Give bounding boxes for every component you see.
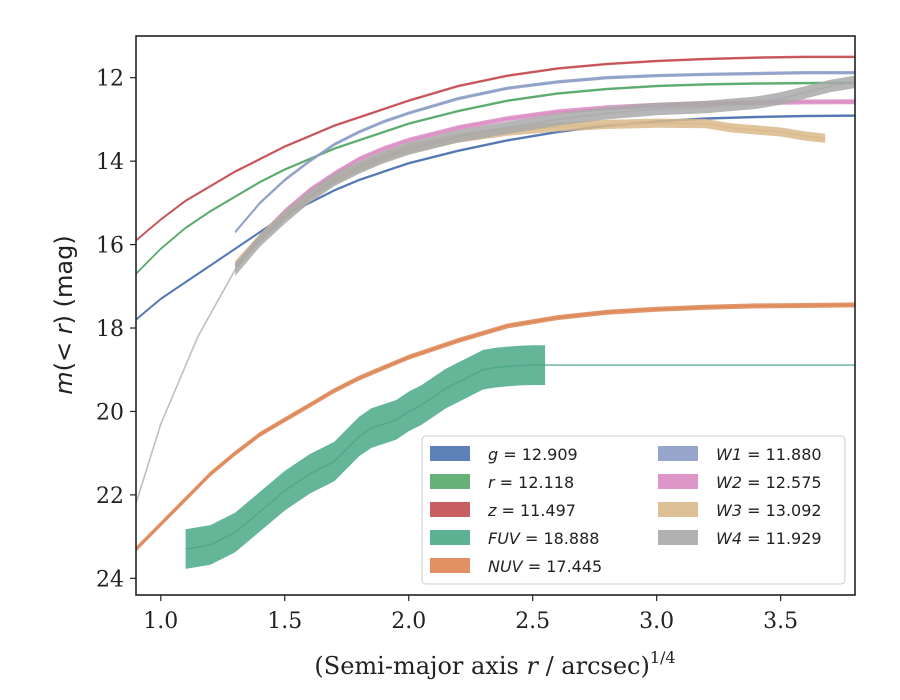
- legend-item-g: g = 12.909: [430, 445, 578, 464]
- legend-label: W2 = 12.575: [716, 473, 822, 492]
- y-tick-label: 14: [96, 150, 124, 175]
- legend-label: W4 = 11.929: [716, 529, 822, 548]
- legend-item-z: z = 11.497: [430, 501, 576, 520]
- legend-swatch: [430, 558, 470, 573]
- series-fuv-band: [185, 345, 546, 569]
- legend-swatch: [658, 530, 698, 545]
- plot-frame: [135, 35, 856, 596]
- y-tick-label: 12: [96, 67, 124, 92]
- legend-swatch: [430, 446, 470, 461]
- y-tick-label: 22: [96, 484, 124, 509]
- legend-item-w3: W3 = 13.092: [658, 501, 822, 520]
- series-r: [136, 81, 855, 275]
- y-axis-label: m(< r) (mag): [50, 235, 78, 394]
- legend-item-r: r = 12.118: [430, 473, 574, 492]
- legend-swatch: [430, 474, 470, 489]
- legend-label: NUV = 17.445: [488, 557, 602, 576]
- legend-item-w1: W1 = 11.880: [658, 445, 822, 464]
- series-r-line: [136, 81, 855, 275]
- series-w4-line: [136, 81, 855, 504]
- series-w1: [234, 71, 855, 234]
- legend-swatch: [658, 446, 698, 461]
- legend-item-w2: W2 = 12.575: [658, 473, 822, 492]
- legend-item-nuv: NUV = 17.445: [430, 557, 602, 576]
- series-z-line: [136, 56, 855, 242]
- legend-item-w4: W4 = 11.929: [658, 529, 822, 548]
- legend-box: [421, 435, 846, 585]
- y-tick-label: 20: [96, 400, 124, 425]
- series-w1-line: [234, 71, 855, 233]
- y-tick-label: 24: [96, 567, 124, 592]
- legend: g = 12.909 r = 12.118 z = 11.497 FUV = 18.8…: [421, 435, 846, 585]
- x-tick-label: 3.0: [639, 609, 674, 634]
- y-tick-label: 16: [96, 234, 124, 259]
- legend-label: W1 = 11.880: [716, 445, 822, 464]
- legend-label: W3 = 13.092: [716, 501, 822, 520]
- x-tick-label: 1.5: [267, 609, 302, 634]
- legend-label: g = 12.909: [488, 445, 578, 464]
- legend-swatch: [658, 502, 698, 517]
- series-z: [136, 55, 855, 242]
- y-tick-label: 18: [96, 317, 124, 342]
- series-w4: [136, 75, 855, 504]
- series-nuv-line: [136, 304, 855, 550]
- series-fuv: [185, 345, 855, 569]
- x-tick-label: 1.0: [143, 609, 178, 634]
- legend-item-fuv: FUV = 18.888: [430, 529, 599, 548]
- series-fuv-line: [185, 364, 855, 550]
- legend-label: FUV = 18.888: [488, 529, 599, 548]
- legend-swatch: [430, 530, 470, 545]
- series-layer: [136, 55, 855, 569]
- x-tick-label: 2.5: [515, 609, 550, 634]
- legend-swatch: [658, 474, 698, 489]
- y-axis-ticks: 12 14 16 18 20 22 24: [96, 67, 136, 592]
- x-tick-label: 2.0: [391, 609, 426, 634]
- legend-swatch: [430, 502, 470, 517]
- x-tick-label: 3.5: [763, 609, 798, 634]
- x-axis-ticks: 1.0 1.5 2.0 2.5 3.0 3.5: [143, 595, 798, 634]
- legend-label: z = 11.497: [487, 501, 576, 520]
- legend-label: r = 12.118: [488, 473, 574, 492]
- series-nuv: [136, 302, 855, 552]
- x-axis-label: (Semi-major axis r / arcsec)1/4: [314, 648, 675, 680]
